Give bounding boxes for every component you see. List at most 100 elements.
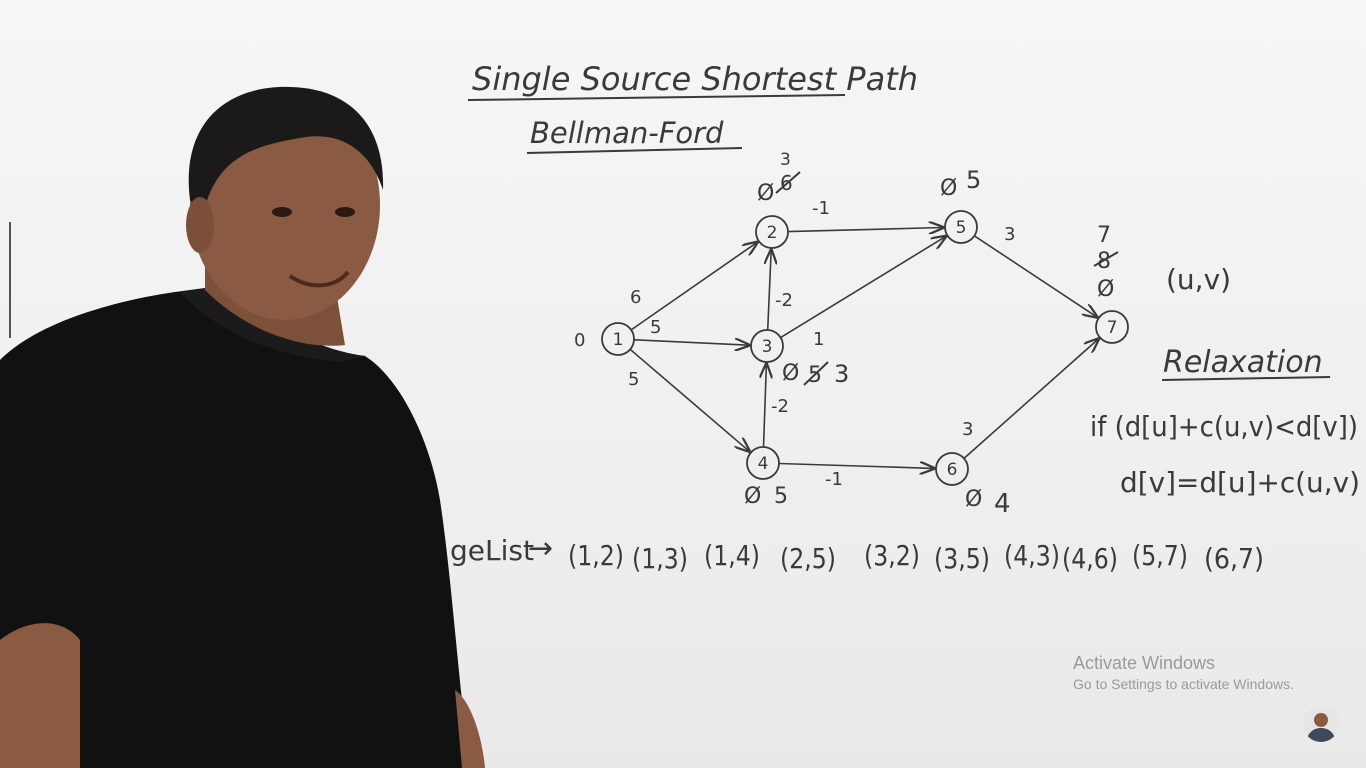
edge-weight-1-3: 5 <box>650 317 661 338</box>
edge-weight-5-7: 3 <box>1004 224 1015 245</box>
edge-list-item: (1,2) <box>568 539 624 572</box>
node-7-distance: 7 8 Ø <box>1093 223 1119 302</box>
activate-windows-watermark: Activate Windows Go to Settings to activ… <box>1073 652 1294 694</box>
relaxation-underline <box>1161 376 1331 381</box>
node-3-distance-final: 3 <box>834 360 849 388</box>
node-6-distance: Ø 4 <box>965 487 1011 519</box>
node-7-distance-old: 8 <box>1097 249 1111 274</box>
node-label-7: 7 <box>1107 318 1118 338</box>
edge-weight-1-4: 5 <box>628 369 639 390</box>
node-1: 1 <box>601 322 635 356</box>
edge-weight-3-2: -2 <box>775 290 793 311</box>
node-label-5: 5 <box>956 218 967 238</box>
node-3-distance-infinity: Ø <box>782 361 799 386</box>
node-circle-1 <box>601 322 635 356</box>
edge-weight-4-6: -1 <box>825 469 843 490</box>
presenter-mouth <box>288 270 350 288</box>
node-circle-6 <box>935 452 969 486</box>
node-label-3: 3 <box>762 337 773 357</box>
node-5: 5 <box>944 210 978 244</box>
node-4-distance: Ø 5 <box>744 484 788 509</box>
edge-list-item: (3,2) <box>864 539 920 572</box>
node-label-4: 4 <box>758 454 769 474</box>
edge-list-label: geList <box>450 534 534 567</box>
board-subtitle: Bellman-Ford <box>530 116 724 150</box>
source-distance-label: 0 <box>574 330 585 351</box>
edge-list-item: (4,3) <box>1004 539 1060 572</box>
node-3-strike <box>803 361 829 386</box>
title-underline <box>467 94 846 101</box>
edge-1-3 <box>633 340 749 345</box>
edge-5-7 <box>973 235 1097 317</box>
node-7-distance-final: 7 <box>1097 223 1111 248</box>
relaxation-update: d[v]=d[u]+c(u,v) <box>1120 466 1360 499</box>
board-title: Single Source Shortest Path <box>472 60 918 98</box>
node-5-distance: Ø 5 <box>940 166 981 201</box>
node-6-distance-final: 4 <box>994 489 1011 519</box>
node-7-distance-infinity: Ø <box>1097 277 1114 302</box>
node-circle-2 <box>755 215 789 249</box>
presenter-shirt <box>0 288 470 768</box>
edge-4-6 <box>778 464 934 469</box>
subtitle-underline <box>526 147 743 154</box>
avatar-icon <box>1303 706 1339 742</box>
node-4: 4 <box>746 446 780 480</box>
presenter <box>0 86 485 768</box>
node-2-distance-infinity: Ø <box>757 181 774 206</box>
node-4-distance-infinity: Ø <box>744 484 761 509</box>
presenter-hand <box>455 690 485 768</box>
edge-weight-1-2: 6 <box>630 287 641 308</box>
node-3: 3 <box>750 329 784 363</box>
node-circle-5 <box>944 210 978 244</box>
channel-avatar[interactable] <box>1303 706 1339 742</box>
edge-2-5 <box>787 228 943 232</box>
presenter-ear <box>186 197 214 253</box>
edge-list-item: (1,3) <box>632 542 688 575</box>
node-6: 6 <box>935 452 969 486</box>
edge-list-item: (1,4) <box>704 539 760 572</box>
edge-list-item: (3,5) <box>934 542 990 575</box>
watermark-subtitle: Go to Settings to activate Windows. <box>1073 676 1294 692</box>
node-2-distance: 3 Ø 6 <box>757 150 801 206</box>
node-circle-3 <box>750 329 784 363</box>
presenter-eye-left <box>272 207 292 217</box>
edge-weight-2-5: -1 <box>812 198 830 219</box>
presenter-hair <box>188 86 384 215</box>
node-6-distance-infinity: Ø <box>965 487 982 512</box>
node-4-distance-final: 5 <box>774 484 788 509</box>
node-5-distance-infinity: Ø <box>940 176 957 201</box>
relaxation-title: Relaxation <box>1163 345 1323 380</box>
presenter-arm <box>0 623 80 768</box>
edge-weight-6-7: 3 <box>962 419 973 440</box>
edge-3-5 <box>780 236 946 339</box>
edge-weight-4-3: -2 <box>771 396 789 417</box>
edge-6-7 <box>963 339 1099 459</box>
node-label-2: 2 <box>767 223 778 243</box>
node-7: 7 <box>1095 310 1129 344</box>
node-7-strike <box>1093 251 1119 267</box>
node-label-6: 6 <box>947 460 958 480</box>
edge-weights: 655-1-21-2-133 <box>628 198 1015 490</box>
node-2-distance-final: 3 <box>780 150 791 170</box>
edge-list-item: (4,6) <box>1062 542 1118 575</box>
presenter-eye-right <box>335 207 355 217</box>
edge-1-2 <box>630 242 757 331</box>
node-5-distance-final: 5 <box>966 166 981 194</box>
node-3-distance: Ø 5 3 <box>782 360 849 388</box>
edge-list-item: (5,7) <box>1132 539 1188 572</box>
edge-1-4 <box>629 348 749 451</box>
node-circle-7 <box>1095 310 1129 344</box>
edge-list: (1,2) (1,3) (1,4) (2,5) (3,2) (3,5) (4,3) (4,6)… <box>568 539 1264 575</box>
watermark-title: Activate Windows <box>1073 653 1216 673</box>
node-label-1: 1 <box>613 330 624 350</box>
relaxation-condition: if (d[u]+c(u,v)<d[v]) <box>1090 410 1358 443</box>
uv-notation: (u,v) <box>1166 263 1231 296</box>
edge-list-item: (2,5) <box>780 542 836 575</box>
edge-weight-3-5: 1 <box>813 329 824 350</box>
edge-list-arrow: → <box>528 531 553 566</box>
graph-edges <box>629 228 1099 469</box>
edge-4-3 <box>764 364 767 448</box>
edge-list-item: (6,7) <box>1204 542 1264 575</box>
